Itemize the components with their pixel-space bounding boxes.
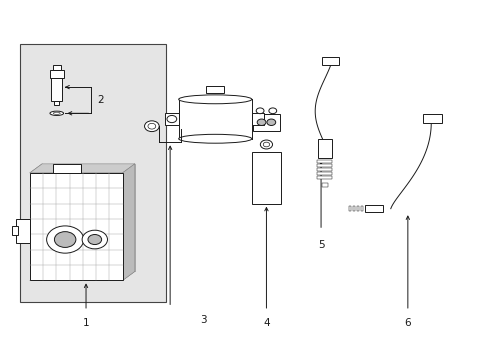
Bar — [53, 164, 81, 173]
Text: 5: 5 — [317, 239, 324, 249]
Bar — [12, 226, 18, 235]
Circle shape — [46, 226, 83, 253]
Bar — [54, 101, 59, 105]
Bar — [318, 139, 331, 158]
Circle shape — [256, 108, 264, 114]
Bar — [178, 99, 251, 139]
Text: 2: 2 — [97, 95, 103, 105]
Bar — [360, 206, 362, 211]
Bar — [356, 206, 358, 211]
Ellipse shape — [178, 95, 251, 104]
Bar — [42, 164, 135, 271]
Ellipse shape — [178, 134, 251, 143]
Bar — [251, 113, 264, 126]
Bar — [317, 176, 332, 179]
Text: 4: 4 — [263, 319, 269, 328]
Ellipse shape — [53, 112, 60, 114]
Bar — [322, 183, 327, 187]
Polygon shape — [30, 164, 135, 173]
Bar — [164, 113, 178, 126]
Text: 3: 3 — [199, 315, 206, 325]
Circle shape — [257, 119, 265, 126]
Ellipse shape — [148, 123, 156, 129]
Bar — [53, 64, 61, 70]
Ellipse shape — [144, 121, 159, 132]
Circle shape — [88, 234, 102, 244]
Circle shape — [82, 230, 107, 249]
Bar — [317, 168, 332, 171]
Bar — [317, 160, 332, 163]
Circle shape — [268, 108, 276, 114]
Ellipse shape — [50, 111, 63, 116]
Ellipse shape — [260, 140, 272, 149]
Bar — [206, 86, 224, 93]
Circle shape — [266, 119, 275, 126]
Bar — [30, 173, 122, 280]
Bar — [16, 219, 30, 243]
Bar — [364, 206, 383, 212]
Circle shape — [54, 231, 76, 247]
Bar — [321, 57, 339, 65]
Bar — [348, 206, 350, 211]
Bar — [317, 172, 332, 175]
Text: 6: 6 — [404, 319, 410, 328]
Text: 1: 1 — [82, 319, 89, 328]
Bar — [352, 206, 354, 211]
Circle shape — [166, 116, 176, 123]
Ellipse shape — [263, 142, 269, 147]
Polygon shape — [122, 164, 135, 280]
Bar — [20, 44, 166, 302]
Bar — [252, 114, 280, 131]
Bar — [251, 152, 281, 204]
Bar — [50, 70, 63, 78]
Bar — [317, 164, 332, 167]
Bar — [423, 114, 441, 123]
Bar — [51, 78, 62, 101]
